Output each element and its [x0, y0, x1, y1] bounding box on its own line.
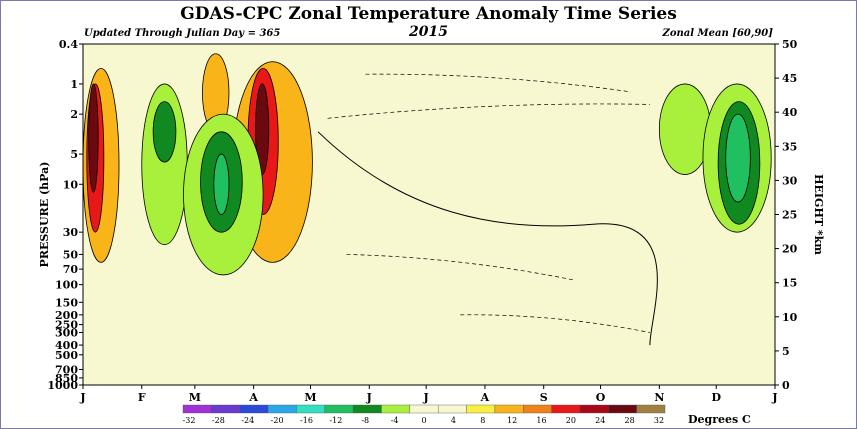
- height-tick-label: 10: [782, 311, 798, 324]
- pressure-tick-label: 10: [63, 178, 79, 191]
- colorbar-swatch-11: [494, 404, 524, 414]
- colorbar-tick-label: 20: [566, 416, 576, 425]
- month-tick-label: O: [596, 391, 606, 404]
- colorbar-swatch-8: [409, 404, 439, 414]
- height-tick-label: 30: [782, 174, 798, 187]
- contour-dashed-2: [346, 254, 575, 281]
- colorbar-swatch-7: [381, 404, 411, 414]
- colorbar-swatch-0: [182, 404, 212, 414]
- contour-zero: [317, 131, 658, 346]
- colorbar-swatch-9: [437, 404, 467, 414]
- subtitle-right: Zonal Mean [60,90]: [662, 28, 773, 39]
- colorbar-tick-label: -8: [361, 416, 369, 425]
- colorbar-swatch-3: [267, 404, 297, 414]
- colorbar-swatch-6: [352, 404, 382, 414]
- pressure-tick-label: 400: [55, 339, 78, 352]
- colorbar-swatch-10: [466, 404, 496, 414]
- pressure-tick-label: 500: [55, 349, 78, 362]
- height-tick-label: 20: [782, 243, 798, 256]
- colorbar-tick-label: 12: [507, 416, 517, 425]
- colorbar-swatch-1: [211, 404, 240, 414]
- pressure-tick-label: 300: [55, 327, 78, 340]
- colorbar-tick-label: 4: [451, 416, 456, 425]
- colorbar-tick-label: -12: [329, 416, 342, 425]
- month-tick-label: N: [654, 391, 664, 404]
- pressure-tick-label: 2: [70, 108, 78, 121]
- height-tick-label: 50: [782, 38, 798, 51]
- chart-title: GDAS-CPC Zonal Temperature Anomaly Time …: [180, 4, 677, 24]
- colorbar-swatch-16: [636, 404, 666, 414]
- pressure-tick-label: 5: [70, 148, 78, 161]
- pressure-tick-label: 200: [55, 309, 78, 322]
- contour-dashed-0: [365, 73, 631, 93]
- colorbar-tick-label: -4: [391, 416, 399, 425]
- colorbar-tick-label: -20: [271, 416, 284, 425]
- contour-dashed-1: [327, 103, 650, 119]
- pressure-tick-label: 100: [55, 279, 78, 292]
- colorbar-label: Degrees C: [688, 413, 751, 426]
- colorbar-swatch-4: [296, 404, 325, 414]
- month-tick-label: J: [79, 391, 85, 404]
- colorbar-swatch-5: [324, 404, 354, 414]
- month-tick-label: M: [304, 391, 316, 404]
- month-tick-label: D: [711, 391, 721, 404]
- contour-lines: [317, 73, 658, 346]
- pressure-tick-label: 850: [55, 372, 78, 385]
- height-tick-label: 45: [782, 72, 797, 85]
- y-axis-label: PRESSURE (hPa): [38, 162, 51, 268]
- height-tick-label: 0: [782, 379, 790, 392]
- anomaly-regions: [83, 53, 772, 276]
- height-tick-label: 25: [782, 209, 797, 222]
- pressure-tick-label: 50: [63, 248, 79, 261]
- anomaly-region-11: [213, 153, 230, 215]
- pressure-tick-label: 0.4: [59, 38, 78, 51]
- month-tick-label: J: [423, 391, 429, 404]
- y2-axis-label: HEIGHT *km: [812, 174, 825, 255]
- pressure-tick-label: 700: [55, 363, 78, 376]
- colorbar-swatch-14: [579, 404, 609, 414]
- chart-year: 2015: [409, 24, 448, 40]
- height-tick-label: 5: [782, 345, 790, 358]
- pressure-tick-label: 250: [55, 319, 78, 332]
- colorbar-tick-label: 24: [595, 416, 605, 425]
- colorbar-tick-label: -16: [300, 416, 313, 425]
- colorbar-tick-label: 28: [625, 416, 635, 425]
- colorbar-tick-label: -32: [183, 416, 196, 425]
- pressure-tick-label: 1000: [47, 379, 78, 392]
- colorbar-tick-label: -24: [241, 416, 254, 425]
- subtitle-left: Updated Through Julian Day = 365: [84, 28, 281, 39]
- month-tick-label: S: [540, 391, 548, 404]
- colorbar-tick-label: 32: [654, 416, 664, 425]
- height-tick-label: 35: [782, 140, 797, 153]
- anomaly-region-15: [725, 113, 751, 203]
- colorbar-tick-label: 8: [480, 416, 485, 425]
- month-tick-label: A: [248, 391, 258, 404]
- height-tick-label: 40: [782, 106, 798, 119]
- month-tick-label: F: [138, 391, 146, 404]
- colorbar-swatch-13: [551, 404, 581, 414]
- axes: 0.41251030507010015020025030040050070085…: [38, 38, 825, 404]
- colorbar-swatch-15: [608, 404, 637, 414]
- month-tick-label: A: [480, 391, 490, 404]
- colorbar-tick-label: 16: [536, 416, 546, 425]
- month-tick-label: J: [366, 391, 372, 404]
- pressure-tick-label: 150: [55, 296, 78, 309]
- month-tick-label: J: [771, 391, 777, 404]
- colorbar-tick-label: -28: [212, 416, 225, 425]
- colorbar: -32 -28 -24 -20 -16 -12 -8 -4 0 4 8 12 16 20 24 28 32 Deg…: [182, 404, 751, 426]
- anomaly-region-8: [152, 101, 177, 163]
- pressure-tick-label: 70: [63, 263, 79, 276]
- colorbar-swatch-12: [523, 404, 552, 414]
- anomaly-region-2: [88, 83, 99, 193]
- pressure-tick-label: 1: [70, 78, 78, 91]
- height-tick-label: 15: [782, 277, 797, 290]
- colorbar-swatch-2: [239, 404, 269, 414]
- contour-dashed-3: [460, 314, 650, 333]
- pressure-tick-label: 30: [63, 226, 79, 239]
- month-tick-label: M: [189, 391, 201, 404]
- colorbar-tick-label: 0: [421, 416, 426, 425]
